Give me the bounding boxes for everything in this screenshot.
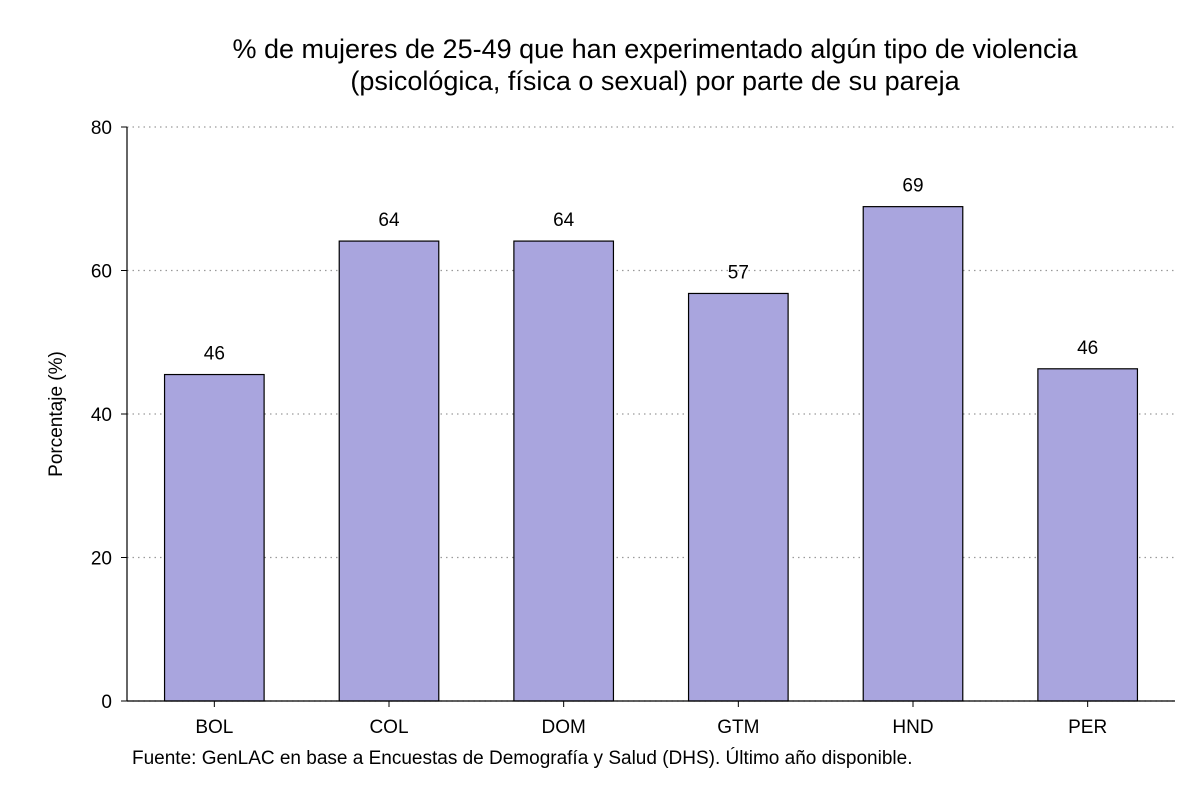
bar-value-label: 64 xyxy=(378,210,400,231)
bars xyxy=(163,206,1139,702)
x-tick-label: PER xyxy=(1068,717,1107,738)
x-tick-label: HND xyxy=(892,717,933,738)
chart-title-line-1: % de mujeres de 25-49 que han experiment… xyxy=(232,34,1078,64)
y-tick-label: 60 xyxy=(91,262,112,283)
bar-value-label: 64 xyxy=(553,210,575,231)
bar-value-label: 57 xyxy=(728,262,749,283)
axes xyxy=(121,126,1175,707)
bar-value-label: 69 xyxy=(902,176,923,197)
bar xyxy=(513,240,615,702)
labels: 0 20 40 60 80 46 BOL 64 COL 64 DOM 57 GTM 69 HND 46 PER xyxy=(91,118,1107,738)
y-tick-label: 20 xyxy=(91,549,112,570)
y-tick-label: 40 xyxy=(91,405,112,426)
bar xyxy=(862,206,964,702)
y-tick-label: 80 xyxy=(91,118,112,139)
x-tick-label: COL xyxy=(369,717,408,738)
bar-value-label: 46 xyxy=(1077,338,1098,359)
y-axis-label: Porcentaje (%) xyxy=(46,351,67,477)
x-tick-label: DOM xyxy=(542,717,586,738)
chart-title-line-2: (psicológica, física o sexual) por parte… xyxy=(350,66,960,96)
bar-value-label: 46 xyxy=(204,344,225,365)
source-note: Fuente: GenLAC en base a Encuestas de De… xyxy=(132,747,912,769)
bar xyxy=(1037,368,1139,702)
bar xyxy=(338,240,440,702)
y-tick-label: 0 xyxy=(101,692,112,713)
x-tick-label: GTM xyxy=(717,717,759,738)
x-tick-label: BOL xyxy=(195,717,233,738)
bar xyxy=(687,292,789,702)
bar xyxy=(163,373,265,702)
